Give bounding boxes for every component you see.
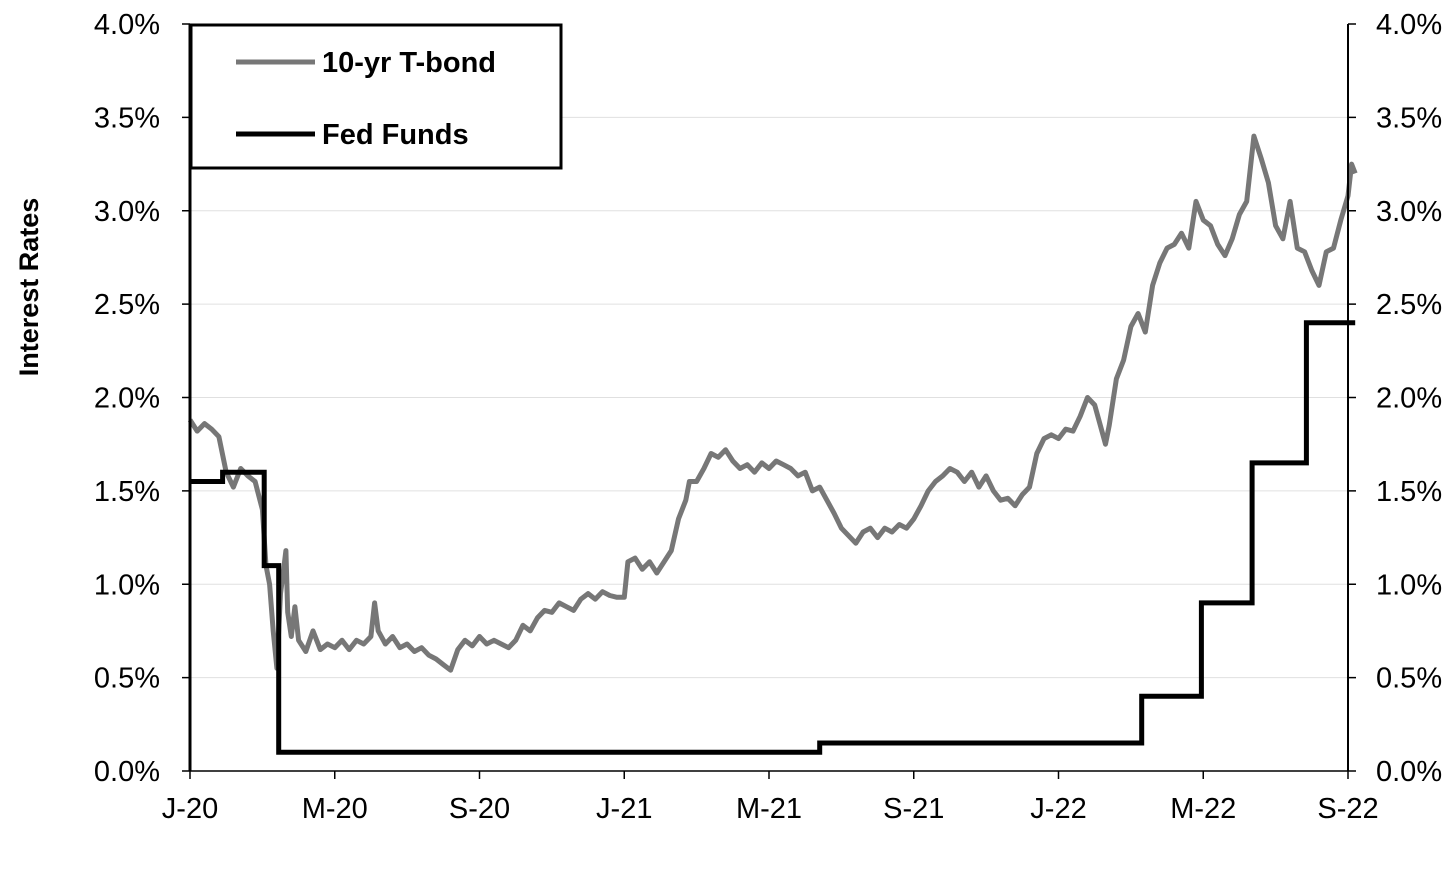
legend-box <box>189 23 563 170</box>
y-tick-label: 0.5% <box>94 663 160 695</box>
x-tick-label: S-21 <box>883 793 944 825</box>
fed-funds-line <box>190 320 1356 755</box>
legend-label: Fed Funds <box>322 119 469 151</box>
treasury-line <box>187 133 1358 673</box>
y-tick-label-right: 1.5% <box>1376 476 1442 508</box>
x-tick-label: M-22 <box>1170 793 1236 825</box>
x-axis-ticks: J-20 M-20 S-20 J-21 M-21 S-21 J-22 M-22 S-22 <box>162 771 1379 825</box>
y-tick-label-right: 3.5% <box>1376 102 1442 134</box>
y-tick-label: 0.0% <box>94 756 160 788</box>
y-tick-label: 2.0% <box>94 383 160 415</box>
x-tick-label: M-21 <box>736 793 802 825</box>
y-tick-label: 3.0% <box>94 196 160 228</box>
y-tick-label-right: 0.5% <box>1376 663 1442 695</box>
y-tick-label-right: 1.0% <box>1376 569 1442 601</box>
gridlines <box>190 116 1348 679</box>
x-tick-label: J-20 <box>162 793 218 825</box>
x-tick-label: J-22 <box>1030 793 1086 825</box>
y-axis-label: Interest Rates <box>14 198 44 377</box>
x-tick-label: J-21 <box>596 793 652 825</box>
x-tick-label: S-20 <box>449 793 510 825</box>
x-tick-label: S-22 <box>1317 793 1378 825</box>
x-tick-label: M-20 <box>302 793 368 825</box>
series-lines <box>187 133 1358 755</box>
y-tick-label-right: 4.0% <box>1376 9 1442 41</box>
y-tick-label-right: 0.0% <box>1376 756 1442 788</box>
legend: 10-yr T-bond Fed Funds <box>189 23 563 170</box>
y-tick-label: 1.0% <box>94 569 160 601</box>
y-tick-label: 1.5% <box>94 476 160 508</box>
y-tick-label-right: 3.0% <box>1376 196 1442 228</box>
y-axis-left-ticks: 0.0% 0.5% 1.0% 1.5% 2.0% 2.5% 3.0% 3.5% 4.0% <box>94 9 190 788</box>
y-tick-label-right: 2.0% <box>1376 383 1442 415</box>
y-tick-label: 3.5% <box>94 102 160 134</box>
y-tick-label: 2.5% <box>94 289 160 321</box>
y-tick-label: 4.0% <box>94 9 160 41</box>
y-tick-label-right: 2.5% <box>1376 289 1442 321</box>
y-axis-right-ticks: 0.0% 0.5% 1.0% 1.5% 2.0% 2.5% 3.0% 3.5% 4.0% <box>1348 9 1442 788</box>
legend-label: 10-yr T-bond <box>322 47 496 79</box>
